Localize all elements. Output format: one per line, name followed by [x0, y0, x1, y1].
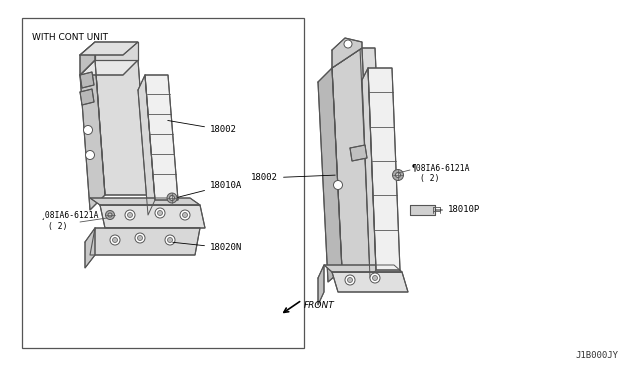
Circle shape — [348, 278, 353, 282]
Circle shape — [372, 276, 378, 280]
Text: 18010P: 18010P — [436, 205, 480, 215]
Text: WITH CONT UNIT: WITH CONT UNIT — [32, 33, 108, 42]
Polygon shape — [80, 42, 95, 75]
Circle shape — [106, 211, 115, 219]
Polygon shape — [318, 68, 342, 282]
Circle shape — [127, 212, 132, 218]
Circle shape — [168, 237, 173, 243]
Circle shape — [135, 233, 145, 243]
Circle shape — [345, 275, 355, 285]
Polygon shape — [85, 228, 95, 268]
Text: FRONT: FRONT — [304, 301, 335, 310]
Polygon shape — [318, 265, 324, 305]
Circle shape — [110, 235, 120, 245]
Circle shape — [344, 40, 352, 48]
Text: ¶08IA6-6121A: ¶08IA6-6121A — [412, 164, 470, 173]
Polygon shape — [410, 205, 435, 215]
Circle shape — [180, 210, 190, 220]
Polygon shape — [332, 48, 372, 270]
Text: 18010A: 18010A — [178, 180, 243, 197]
Circle shape — [370, 273, 380, 283]
Circle shape — [167, 193, 177, 203]
Circle shape — [86, 151, 95, 160]
Text: 18020N: 18020N — [173, 242, 243, 253]
Text: ¸08IA6-6121A: ¸08IA6-6121A — [40, 211, 99, 219]
Circle shape — [333, 180, 342, 189]
Text: 18002: 18002 — [168, 121, 237, 135]
Polygon shape — [368, 68, 400, 270]
Polygon shape — [324, 265, 402, 272]
Polygon shape — [90, 228, 200, 255]
Circle shape — [125, 210, 135, 220]
Circle shape — [165, 235, 175, 245]
Polygon shape — [332, 38, 362, 68]
Circle shape — [108, 213, 112, 217]
Polygon shape — [362, 68, 376, 278]
Polygon shape — [360, 48, 385, 270]
Polygon shape — [80, 72, 94, 88]
Circle shape — [83, 125, 93, 135]
Polygon shape — [145, 75, 178, 200]
Bar — [22, 18, 304, 348]
Circle shape — [396, 173, 401, 177]
Circle shape — [170, 196, 175, 201]
Text: J1B000JY: J1B000JY — [575, 351, 618, 360]
Polygon shape — [80, 60, 138, 75]
Text: ( 2): ( 2) — [48, 221, 67, 231]
Polygon shape — [332, 272, 408, 292]
Polygon shape — [138, 75, 155, 215]
Polygon shape — [80, 60, 105, 210]
Circle shape — [113, 237, 118, 243]
Polygon shape — [80, 89, 94, 105]
Polygon shape — [80, 42, 138, 55]
Polygon shape — [100, 205, 205, 228]
Circle shape — [157, 211, 163, 215]
Circle shape — [155, 208, 165, 218]
Text: ( 2): ( 2) — [420, 174, 440, 183]
Circle shape — [392, 170, 403, 180]
Polygon shape — [350, 145, 367, 161]
Polygon shape — [95, 42, 138, 60]
Text: 18002: 18002 — [251, 173, 335, 183]
Circle shape — [138, 235, 143, 241]
Polygon shape — [90, 198, 200, 205]
Circle shape — [182, 212, 188, 218]
Polygon shape — [95, 60, 148, 195]
